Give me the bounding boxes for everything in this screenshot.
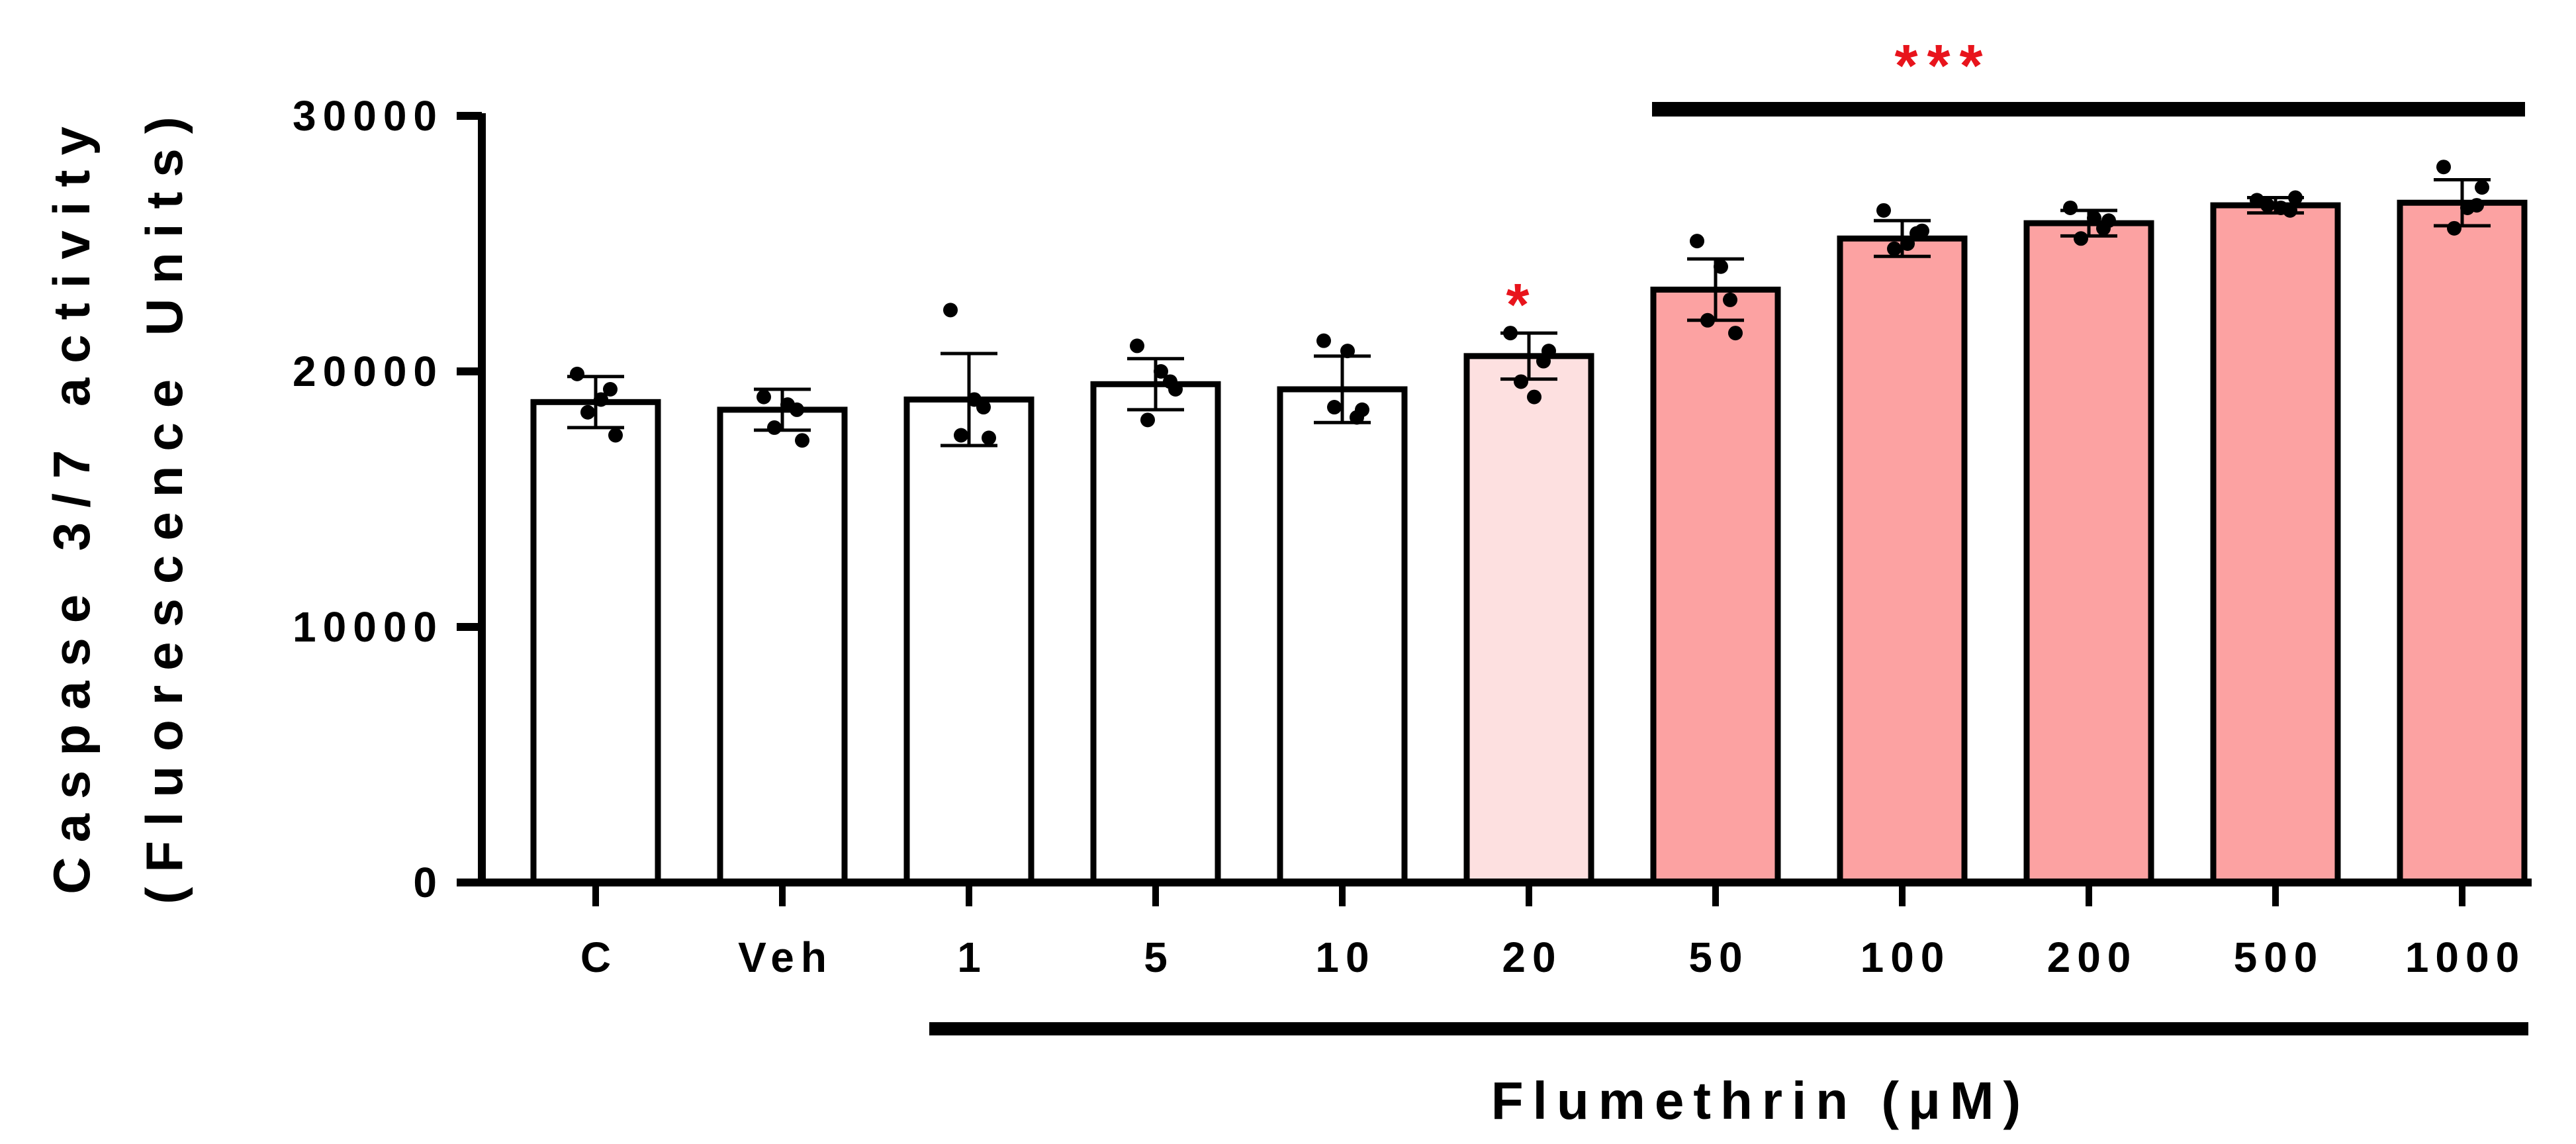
bar-20	[1463, 353, 1594, 886]
data-point	[1876, 203, 1891, 218]
data-point	[982, 430, 996, 446]
data-point	[2475, 180, 2489, 195]
data-point	[1140, 412, 1155, 428]
x-tick-label: 100	[1861, 933, 1951, 981]
bar-5	[1090, 381, 1221, 886]
data-point	[1503, 326, 1518, 341]
data-point	[1887, 241, 1902, 256]
error-bar-100	[1874, 218, 1931, 258]
error-bar-1000	[2434, 178, 2491, 228]
bar-50	[1650, 286, 1781, 886]
data-point	[2087, 211, 2101, 226]
x-tick-label: 50	[1688, 933, 1749, 981]
data-point	[1316, 333, 1331, 348]
data-point	[2101, 213, 2116, 228]
y-tick-label: 0	[413, 859, 443, 906]
bar-100	[1837, 235, 1968, 886]
data-point	[1700, 312, 1715, 328]
x-tick-label: 20	[1502, 933, 1562, 981]
y-tick-label: 30000	[293, 92, 443, 140]
data-point	[608, 428, 623, 443]
y-tick-label: 10000	[293, 603, 443, 651]
data-point	[570, 366, 584, 381]
data-point	[1541, 344, 1556, 359]
data-point	[1327, 400, 1342, 415]
significance-star-triple: ***	[1894, 33, 1992, 99]
data-point	[2063, 200, 2078, 215]
data-point	[1690, 234, 1704, 249]
data-point	[1340, 344, 1355, 359]
data-point	[1915, 223, 1929, 238]
data-point	[1514, 374, 1528, 389]
bar-500	[2210, 202, 2341, 886]
data-point	[603, 382, 618, 397]
data-point	[594, 392, 608, 407]
data-point	[1714, 259, 1728, 274]
data-point	[2288, 190, 2303, 205]
data-point	[967, 392, 982, 407]
x-tick-label: 200	[2047, 933, 2138, 981]
data-point	[2274, 200, 2288, 215]
data-point	[1900, 236, 1915, 251]
bar-1000	[2397, 199, 2528, 886]
data-point	[795, 433, 809, 448]
x-tick-label: Veh	[738, 933, 833, 981]
data-point	[954, 428, 968, 443]
error-bars-group	[567, 178, 2491, 448]
data-point	[2447, 220, 2461, 236]
data-point	[1168, 382, 1183, 397]
bar-C	[530, 399, 661, 886]
data-point	[1723, 292, 1737, 307]
data-point	[2436, 160, 2451, 175]
bar-200	[2023, 220, 2154, 886]
axes-group: 0 10000 20000 30000 C Veh 1 5 10 20 50 100 200 500 100…	[293, 92, 2532, 1035]
bar-Veh	[717, 406, 848, 886]
significance-annotations: ****	[1506, 33, 2525, 338]
data-point	[767, 420, 782, 435]
data-point	[1130, 338, 1144, 354]
data-point	[1728, 326, 1743, 341]
y-axis-title-line1: Caspase 3/7 activity	[42, 112, 101, 894]
data-point	[2260, 198, 2275, 213]
data-point	[780, 397, 795, 412]
data-point	[2460, 200, 2475, 215]
bar-1	[903, 396, 1035, 886]
data-point	[1355, 402, 1369, 417]
x-axis-title: Flumethrin (μM)	[1491, 1071, 2030, 1130]
data-points-group	[570, 160, 2489, 448]
x-tick-label: 1000	[2405, 933, 2526, 981]
significance-star-single: *	[1506, 272, 1538, 338]
data-point	[580, 405, 595, 420]
x-tick-label: 1	[957, 933, 988, 981]
x-tick-label: 500	[2234, 933, 2324, 981]
data-point	[943, 303, 958, 318]
y-tick-label: 20000	[293, 348, 443, 395]
data-point	[1527, 389, 1541, 405]
bar-10	[1277, 386, 1408, 886]
y-axis-title: Caspase 3/7 activity (Fluorescence Units…	[42, 102, 193, 904]
data-point	[1154, 364, 1168, 379]
y-axis-title-line2: (Fluorescence Units)	[135, 102, 193, 904]
data-point	[2074, 231, 2088, 246]
x-tick-label: C	[580, 933, 618, 981]
x-tick-label: 10	[1315, 933, 1375, 981]
data-point	[757, 389, 771, 405]
x-tick-label: 5	[1144, 933, 1174, 981]
error-bar-Veh	[754, 387, 811, 432]
